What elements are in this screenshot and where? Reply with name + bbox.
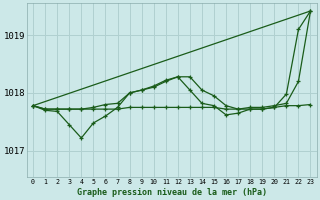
X-axis label: Graphe pression niveau de la mer (hPa): Graphe pression niveau de la mer (hPa) xyxy=(77,188,267,197)
